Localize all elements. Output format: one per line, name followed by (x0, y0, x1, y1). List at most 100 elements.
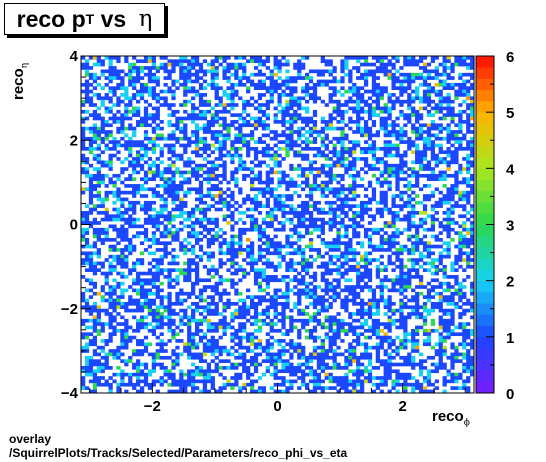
heatmap-cell (407, 258, 412, 262)
heatmap-cell (430, 56, 435, 60)
heatmap-cell (336, 207, 341, 212)
heatmap-cell (371, 93, 377, 97)
heatmap-cell (363, 251, 369, 256)
heatmap-cell (301, 234, 306, 239)
heatmap-cell (92, 133, 98, 138)
heatmap-cell (367, 62, 373, 67)
heatmap-cell (462, 56, 467, 60)
heatmap-cell (273, 308, 278, 313)
heatmap-cell (218, 130, 223, 134)
heatmap-cell (143, 305, 149, 310)
heatmap-cell (430, 120, 435, 124)
heatmap-cell (442, 113, 447, 117)
heatmap-cell (360, 96, 365, 101)
heatmap-cell (426, 177, 432, 181)
heatmap-cell (312, 288, 318, 293)
heatmap-cell (407, 103, 412, 107)
heatmap-cell (120, 160, 125, 165)
heatmap-cell (301, 325, 306, 330)
heatmap-cell (96, 345, 101, 350)
heatmap-cell (324, 146, 329, 151)
heatmap-cell (84, 244, 90, 249)
heatmap-cell (293, 66, 298, 70)
heatmap-cell (128, 339, 133, 343)
heatmap-cell (132, 335, 137, 340)
heatmap-cell (320, 187, 325, 192)
heatmap-cell (328, 204, 333, 208)
heatmap-cell (367, 241, 373, 246)
heatmap-cell (202, 146, 208, 151)
heatmap-cell (281, 305, 286, 310)
heatmap-cell (403, 163, 408, 168)
heatmap-cell (415, 62, 420, 67)
heatmap-cell (430, 207, 435, 212)
heatmap-cell (194, 271, 200, 276)
heatmap-cell (379, 86, 384, 90)
heatmap-cell (155, 342, 160, 347)
heatmap-cell (308, 163, 314, 168)
heatmap-cell (187, 113, 192, 117)
heatmap-cell (312, 123, 318, 128)
heatmap-cell (293, 268, 298, 272)
heatmap-cell (171, 302, 176, 306)
heatmap-cell (305, 335, 310, 340)
heatmap-cell (230, 278, 235, 283)
heatmap-cell (367, 278, 373, 283)
heatmap-cell (132, 194, 137, 198)
heatmap-cell (230, 281, 235, 286)
heatmap-cell (206, 342, 211, 347)
heatmap-cell (242, 248, 247, 252)
heatmap-cell (399, 281, 404, 286)
heatmap-cell (379, 59, 384, 64)
heatmap-cell (360, 62, 365, 67)
heatmap-cell (462, 86, 467, 90)
heatmap-cell (167, 167, 172, 171)
heatmap-cell (226, 62, 231, 67)
heatmap-cell (159, 173, 164, 178)
heatmap-cell (320, 227, 325, 232)
heatmap-cell (191, 86, 196, 90)
heatmap-cell (328, 217, 333, 222)
heatmap-cell (238, 126, 243, 131)
heatmap-cell (187, 116, 192, 121)
heatmap-cell (273, 302, 278, 306)
heatmap-cell (285, 275, 290, 279)
heatmap-cell (446, 140, 451, 144)
heatmap-cell (383, 133, 388, 138)
heatmap-cell (88, 325, 94, 330)
heatmap-cell (462, 227, 467, 232)
heatmap-cell (226, 180, 231, 185)
heatmap-cell (112, 288, 117, 293)
heatmap-cell (88, 72, 94, 77)
heatmap-cell (230, 248, 235, 252)
heatmap-cell (108, 153, 113, 158)
heatmap-cell (320, 194, 325, 198)
heatmap-cell (328, 335, 333, 340)
heatmap-cell (297, 332, 302, 337)
heatmap-cell (120, 264, 125, 269)
heatmap-cell (265, 99, 270, 104)
heatmap-cell (238, 342, 243, 347)
heatmap-cell (202, 126, 208, 131)
heatmap-cell (171, 130, 176, 134)
heatmap-cell (202, 157, 208, 161)
heatmap-cell (151, 275, 156, 279)
heatmap-cell (383, 207, 388, 212)
heatmap-cell (159, 211, 164, 215)
heatmap-cell (411, 184, 416, 188)
heatmap-cell (210, 62, 215, 67)
heatmap-cell (415, 325, 420, 330)
heatmap-cell (132, 224, 137, 229)
heatmap-cell (422, 342, 428, 347)
heatmap-cell (183, 217, 188, 222)
heatmap-cell (210, 221, 215, 225)
heatmap-cell (411, 204, 416, 208)
heatmap-cell (124, 143, 129, 148)
heatmap-cell (269, 72, 274, 77)
heatmap-cell (198, 237, 204, 242)
heatmap-cell (246, 288, 251, 293)
heatmap-cell (375, 248, 380, 252)
heatmap-cell (442, 200, 447, 205)
heatmap-cell (399, 231, 404, 235)
heatmap-cell (104, 123, 109, 128)
